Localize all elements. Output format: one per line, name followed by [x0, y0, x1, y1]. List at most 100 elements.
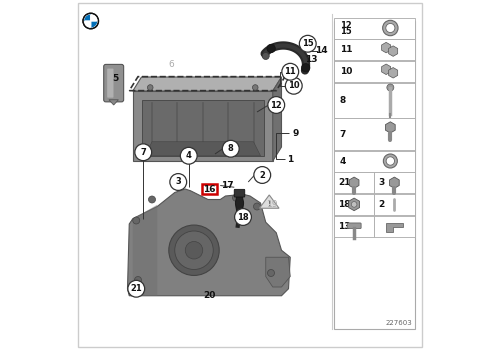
- Text: 12: 12: [270, 100, 282, 110]
- FancyBboxPatch shape: [334, 118, 414, 150]
- Text: 1: 1: [287, 155, 294, 164]
- Circle shape: [267, 44, 276, 52]
- Circle shape: [254, 203, 260, 210]
- Circle shape: [286, 77, 302, 94]
- Text: 8: 8: [340, 96, 346, 105]
- Polygon shape: [133, 77, 282, 91]
- Text: 21: 21: [338, 178, 350, 187]
- FancyBboxPatch shape: [107, 69, 114, 98]
- Circle shape: [288, 76, 296, 83]
- FancyBboxPatch shape: [202, 184, 217, 194]
- Wedge shape: [85, 21, 91, 27]
- Polygon shape: [386, 223, 403, 232]
- FancyBboxPatch shape: [334, 18, 414, 38]
- Circle shape: [382, 20, 398, 36]
- Polygon shape: [388, 68, 398, 78]
- Text: 16: 16: [204, 184, 216, 194]
- Polygon shape: [260, 195, 279, 208]
- Circle shape: [135, 144, 152, 161]
- Text: 8: 8: [228, 144, 234, 153]
- FancyBboxPatch shape: [334, 172, 374, 193]
- FancyBboxPatch shape: [374, 194, 414, 215]
- Text: !: !: [268, 201, 271, 206]
- Polygon shape: [388, 46, 398, 56]
- Circle shape: [386, 157, 394, 165]
- Polygon shape: [109, 100, 118, 105]
- Circle shape: [386, 23, 395, 33]
- Text: 3: 3: [378, 178, 384, 187]
- Text: 13: 13: [338, 222, 350, 231]
- Circle shape: [232, 194, 239, 201]
- Circle shape: [352, 202, 357, 207]
- Text: 10: 10: [288, 81, 300, 90]
- Text: 17: 17: [221, 181, 234, 190]
- Polygon shape: [266, 257, 290, 287]
- Circle shape: [175, 231, 214, 270]
- Circle shape: [234, 209, 252, 225]
- Polygon shape: [236, 196, 244, 212]
- Text: 4: 4: [340, 156, 346, 166]
- Polygon shape: [382, 64, 390, 75]
- Circle shape: [252, 85, 258, 90]
- Polygon shape: [348, 198, 360, 211]
- Text: 18: 18: [237, 212, 249, 222]
- Wedge shape: [91, 21, 96, 27]
- FancyBboxPatch shape: [104, 64, 124, 102]
- Text: 11: 11: [340, 45, 352, 54]
- FancyBboxPatch shape: [334, 61, 414, 82]
- Text: 7: 7: [140, 148, 146, 157]
- Circle shape: [254, 167, 270, 183]
- Circle shape: [222, 140, 239, 157]
- Text: 20: 20: [204, 291, 216, 300]
- Circle shape: [262, 52, 269, 60]
- Circle shape: [384, 154, 398, 168]
- Text: 4: 4: [186, 151, 192, 160]
- Text: 12: 12: [340, 21, 351, 30]
- Text: 2: 2: [378, 200, 384, 209]
- Circle shape: [268, 97, 284, 113]
- FancyBboxPatch shape: [347, 223, 361, 229]
- FancyBboxPatch shape: [374, 172, 414, 193]
- Wedge shape: [85, 15, 91, 21]
- FancyBboxPatch shape: [234, 189, 245, 197]
- Circle shape: [300, 35, 316, 52]
- FancyBboxPatch shape: [374, 216, 414, 237]
- FancyBboxPatch shape: [334, 21, 414, 329]
- Text: 15: 15: [340, 27, 351, 36]
- FancyBboxPatch shape: [334, 83, 414, 118]
- Text: 10: 10: [340, 67, 352, 76]
- Circle shape: [302, 64, 310, 72]
- Text: 19: 19: [267, 200, 278, 209]
- Circle shape: [133, 217, 140, 224]
- Polygon shape: [386, 122, 395, 133]
- Circle shape: [186, 241, 203, 259]
- Polygon shape: [133, 205, 157, 296]
- Text: 14: 14: [316, 46, 328, 55]
- FancyBboxPatch shape: [334, 39, 414, 60]
- Circle shape: [148, 196, 156, 203]
- Polygon shape: [142, 100, 264, 156]
- Circle shape: [170, 174, 186, 190]
- Text: 13: 13: [305, 55, 318, 64]
- Polygon shape: [145, 142, 260, 156]
- Circle shape: [180, 147, 197, 164]
- FancyBboxPatch shape: [334, 194, 374, 215]
- Circle shape: [84, 14, 98, 28]
- Text: 7: 7: [340, 130, 346, 139]
- Text: 3: 3: [176, 177, 181, 187]
- Polygon shape: [382, 42, 390, 53]
- Circle shape: [282, 63, 298, 80]
- Circle shape: [169, 225, 219, 275]
- Polygon shape: [128, 189, 290, 296]
- Circle shape: [148, 85, 153, 90]
- FancyBboxPatch shape: [334, 216, 374, 237]
- Text: 6: 6: [168, 60, 174, 69]
- Wedge shape: [91, 15, 96, 21]
- Text: 227603: 227603: [386, 320, 413, 326]
- Circle shape: [268, 270, 274, 276]
- Circle shape: [134, 276, 141, 284]
- Polygon shape: [273, 77, 281, 161]
- Polygon shape: [390, 177, 399, 188]
- Text: 11: 11: [284, 67, 296, 76]
- FancyBboxPatch shape: [334, 150, 414, 172]
